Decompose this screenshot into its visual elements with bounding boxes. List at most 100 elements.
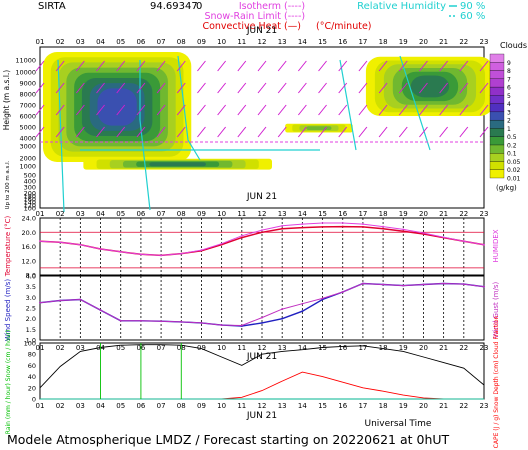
p1-bottom-hour-14: 14	[298, 210, 307, 218]
p2-point-1-16	[362, 223, 364, 225]
p3-point-1-4	[119, 319, 122, 322]
legend-label-0: Isotherm	[239, 1, 281, 12]
p1-bottom-hour-04: 04	[96, 210, 105, 218]
colorbar-swatch-4	[489, 136, 505, 146]
p2-point-1-10	[240, 234, 243, 237]
p4-ylabel-left: Rain (mm / hour) Snow (cm / hour)	[5, 330, 12, 434]
wind-arrow-03-2	[75, 104, 85, 116]
p1-bottom-hour-20: 20	[419, 210, 428, 218]
site-value: 94.69347	[150, 1, 198, 12]
colorbar-level-11: 6	[507, 85, 511, 92]
p1-ylabel-lower: Up to 200 m a.s.l.	[5, 160, 11, 209]
cloud-region-2-level-3	[306, 126, 332, 131]
p2-point-1-21	[462, 240, 465, 243]
p2-point-1-0	[39, 240, 41, 243]
p2-point-0-15	[341, 225, 344, 228]
wind-arrow-06-3	[136, 126, 146, 138]
colorbar-swatch-3	[489, 144, 505, 154]
p1-ytick-120: 120	[24, 202, 36, 210]
p1-hour-09: 09	[197, 38, 206, 46]
p4-ytick-4: 20	[28, 384, 36, 392]
cloud-region-0-level-7	[97, 88, 137, 126]
colorbar-title: Clouds	[500, 41, 527, 50]
p4-hour-13: 13	[278, 402, 287, 410]
p3-hour-12: 12	[258, 344, 267, 352]
wind-arrow-11-1	[237, 82, 247, 94]
header-legend: Isotherm (----)Snow-Rain Limit (----)Conve…	[202, 1, 371, 32]
p1-ytick-500: 500	[24, 172, 36, 180]
p4-hour-18: 18	[379, 402, 388, 410]
p3-point-1-15	[341, 291, 344, 293]
p1-hour-14: 14	[298, 38, 307, 46]
wind-arrow-18-2	[378, 104, 388, 116]
wind-arrow-15-0	[318, 60, 327, 72]
p3-point-1-13	[301, 302, 304, 305]
p4-hour-10: 10	[217, 402, 226, 410]
p3-hour-15: 15	[318, 344, 327, 352]
p3-hour-02: 02	[56, 344, 65, 352]
colorbar-swatch-7	[489, 111, 505, 121]
p1-hour-10: 10	[217, 38, 226, 46]
p1-bottom-hour-02: 02	[56, 210, 65, 218]
p3-point-1-7	[180, 320, 183, 323]
wind-panel: 4.0 3.5 3.0 2.5 2.0 1.5 1.0 Wind Speed (m/s) Win…	[4, 273, 500, 353]
wind-arrow-08-2	[176, 104, 186, 116]
p2-point-1-2	[79, 243, 82, 246]
p4-hour-22: 22	[459, 402, 468, 410]
p1-bottom-hour-16: 16	[338, 210, 347, 218]
p3-point-1-14	[321, 297, 324, 300]
wind-arrow-12-1	[257, 82, 267, 94]
p4-hour-23: 23	[480, 402, 489, 410]
p3-point-1-8	[200, 322, 203, 324]
wind-arrow-09-2	[197, 104, 206, 116]
wind-arrow-22-2	[459, 104, 469, 116]
p2-point-1-9	[220, 242, 223, 245]
wind-arrow-03-3	[75, 126, 85, 138]
p1-ytick-6000: 6000	[19, 113, 36, 121]
wind-arrow-01-2	[35, 104, 45, 116]
p2-point-1-22	[483, 243, 485, 246]
colorbar-level-8: 3	[507, 109, 511, 116]
p3-point-1-20	[442, 282, 445, 285]
colorbar-swatch-9	[489, 95, 505, 104]
p4-hour-16: 16	[338, 402, 347, 410]
p3-point-1-22	[483, 285, 485, 288]
p4-hour-02: 02	[56, 402, 65, 410]
p4-hour-19: 19	[399, 402, 408, 410]
p2-point-1-8	[200, 249, 203, 251]
wind-arrow-02-0	[55, 60, 65, 72]
precipitation-panel: JUN 21 100 80 60 40 20 0 Rain (mm / hour) Snow …	[5, 315, 500, 448]
humidity-legend: Relative Humidity 90 %60 %	[357, 1, 485, 22]
wind-arrow-09-3	[197, 126, 206, 138]
wind-arrow-23-0	[479, 60, 489, 72]
p4-ytick-5: 0	[32, 396, 36, 404]
p1-bottom-hour-11: 11	[237, 210, 246, 218]
p1-ytick-160: 160	[24, 196, 36, 204]
wind-arrow-15-1	[318, 82, 327, 94]
wind-arrow-04-1	[96, 82, 105, 94]
p1-bottom-hour-03: 03	[76, 210, 85, 218]
p1-bottom-hour-19: 19	[399, 210, 408, 218]
p3-point-1-16	[362, 282, 364, 285]
wind-arrow-06-0	[136, 60, 146, 72]
wind-arrow-16-0	[338, 60, 348, 72]
p1-hour-06: 06	[136, 38, 145, 46]
wind-arrow-16-2	[338, 104, 348, 116]
p2-ytick-1: 20.0	[22, 229, 36, 237]
wind-arrow-05-2	[116, 104, 126, 116]
wind-arrow-06-1	[136, 82, 146, 94]
p3-hour-11: 11	[237, 344, 246, 352]
p2-point-0-14	[321, 226, 324, 228]
p3-point-1-17	[382, 283, 384, 286]
colorbar-swatch-2	[489, 153, 505, 162]
p2-point-0-17	[382, 227, 384, 230]
p4-series-1	[40, 371, 484, 400]
p1-frame	[39, 46, 485, 209]
p3-hour-07: 07	[157, 344, 166, 352]
p1-ytick-10000: 10000	[15, 69, 36, 77]
p3-ytick-0: 4.0	[26, 273, 36, 281]
p1-bottom-hour-22: 22	[459, 210, 468, 218]
p3-point-1-2	[79, 298, 82, 301]
p1-ylabel: Height (m a.s.l.)	[2, 70, 11, 131]
wind-arrow-01-3	[35, 126, 45, 138]
